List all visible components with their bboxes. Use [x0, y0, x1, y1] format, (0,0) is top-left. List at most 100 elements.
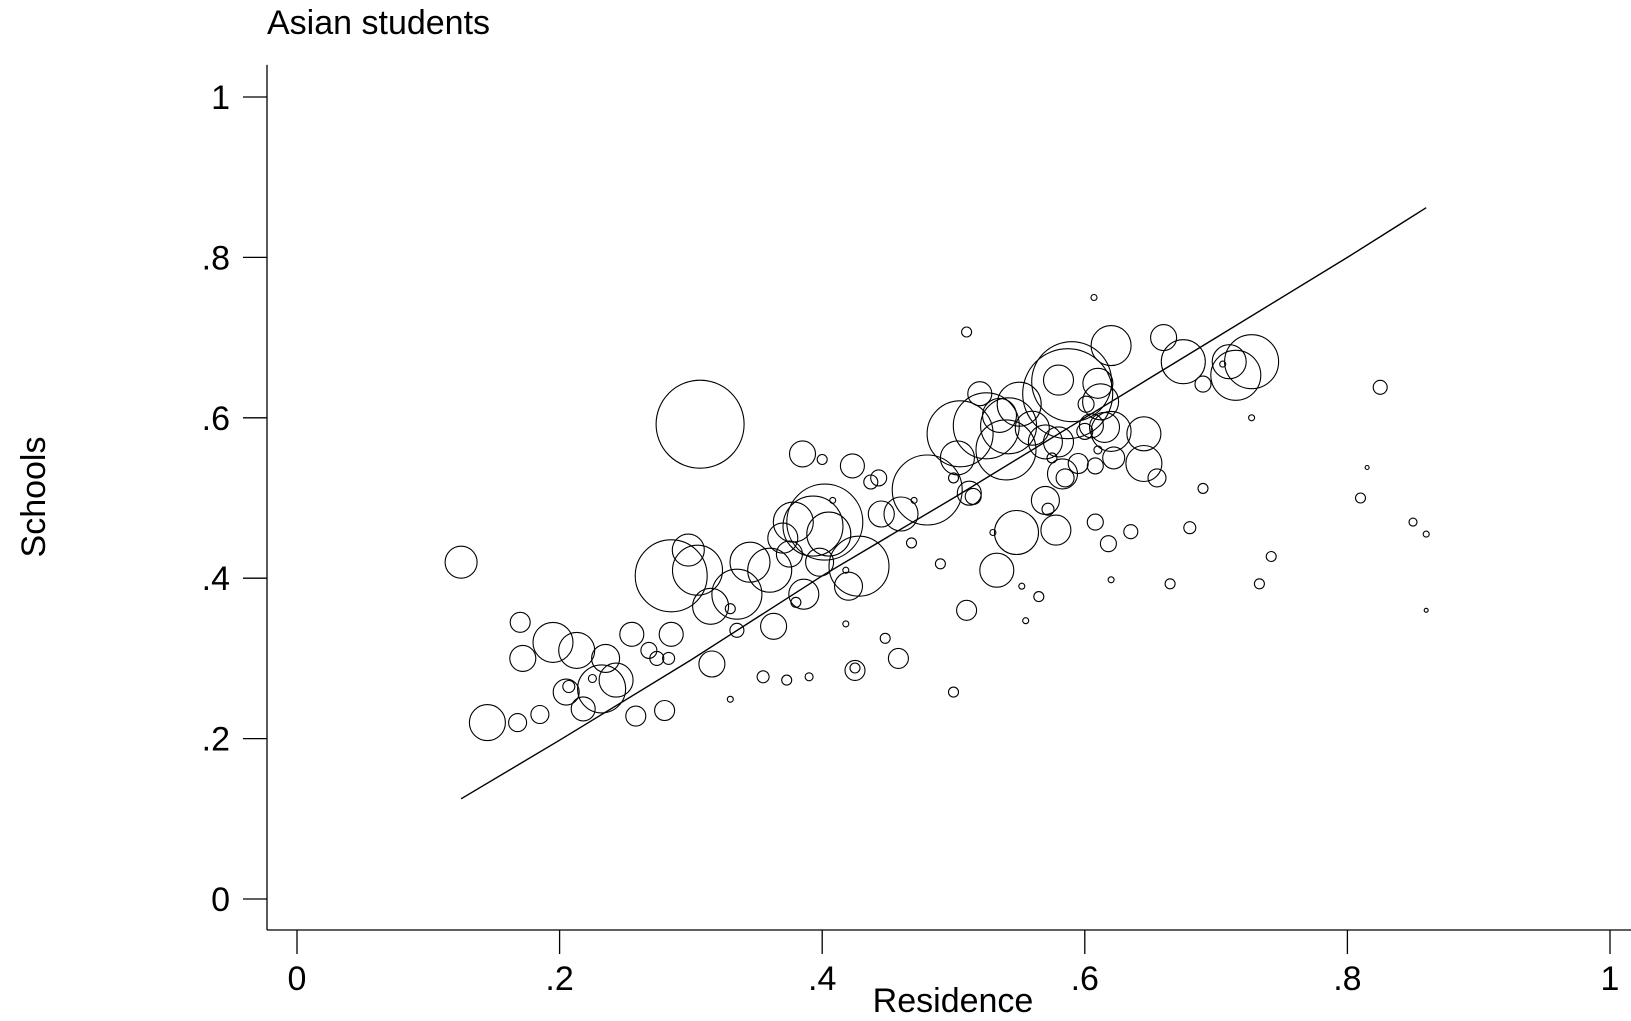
data-point: [790, 596, 802, 608]
data-point: [1086, 513, 1104, 531]
data-point: [1086, 457, 1104, 475]
data-point: [887, 647, 909, 669]
data-point: [829, 496, 837, 504]
data-point: [1042, 426, 1075, 458]
data-point: [1090, 293, 1098, 302]
data-point: [726, 695, 734, 703]
data-point: [1150, 324, 1178, 352]
data-point: [671, 544, 724, 596]
data-point: [649, 650, 665, 666]
x-tick-label: 1: [1601, 960, 1620, 998]
x-tick-label: 0: [288, 960, 307, 998]
data-point: [1253, 578, 1265, 590]
data-point: [1041, 502, 1055, 516]
data-point: [1099, 535, 1117, 553]
y-tick-label: .6: [202, 400, 230, 438]
data-point: [508, 713, 528, 733]
data-point: [947, 686, 960, 698]
data-point: [1042, 364, 1075, 396]
data-point: [788, 440, 817, 468]
data-point: [711, 568, 763, 620]
data-point: [772, 501, 814, 543]
data-point: [1067, 452, 1089, 475]
data-point: [996, 381, 1042, 427]
data-point: [509, 611, 531, 633]
points-group: [444, 293, 1430, 742]
x-tick-label: .4: [808, 960, 836, 998]
data-point: [806, 511, 852, 557]
data-point: [1197, 482, 1209, 494]
data-point: [1022, 617, 1030, 625]
data-point: [1022, 348, 1114, 440]
data-point: [964, 487, 982, 505]
data-point: [1354, 492, 1367, 504]
data-point: [1031, 341, 1113, 423]
data-point: [552, 678, 580, 706]
data-point: [562, 679, 576, 694]
data-point: [842, 566, 850, 574]
x-tick-label: .8: [1333, 960, 1361, 998]
data-point: [1210, 349, 1262, 401]
data-point: [587, 673, 597, 684]
data-point: [782, 495, 844, 557]
data-point: [879, 632, 891, 644]
data-point: [654, 699, 676, 722]
y-tick-label: .2: [202, 721, 230, 759]
data-point: [468, 704, 506, 742]
data-point: [816, 453, 828, 466]
data-point: [867, 500, 895, 528]
data-point: [1372, 379, 1388, 395]
y-tick-label: 1: [211, 79, 230, 117]
data-point: [926, 400, 994, 468]
data-point: [1194, 375, 1212, 393]
chart-title: Asian students: [267, 4, 491, 42]
data-point: [979, 552, 1015, 588]
data-point: [842, 620, 850, 628]
data-point: [1224, 334, 1280, 390]
data-point: [805, 547, 835, 577]
data-point: [729, 541, 771, 583]
data-point: [558, 631, 596, 669]
data-point: [530, 704, 550, 725]
data-point: [1077, 395, 1095, 413]
data-point: [640, 641, 658, 659]
data-point: [577, 664, 627, 714]
data-point: [939, 440, 975, 476]
data-point: [870, 469, 888, 487]
y-tick-label: .8: [202, 239, 230, 277]
data-point: [1030, 485, 1060, 515]
data-point: [1211, 344, 1247, 380]
data-point: [1125, 444, 1163, 483]
data-point: [786, 483, 864, 561]
data-point: [1082, 383, 1120, 421]
data-point: [993, 509, 1040, 556]
y-tick-label: 0: [211, 881, 230, 919]
data-point: [747, 547, 793, 593]
data-point: [1422, 530, 1430, 538]
data-point: [1408, 517, 1418, 527]
data-point: [625, 705, 647, 727]
data-point: [1126, 416, 1162, 452]
data-point: [591, 643, 621, 673]
data-point: [975, 419, 1037, 481]
data-point: [828, 535, 890, 597]
data-point: [1040, 514, 1072, 546]
x-axis-label: Residence: [873, 982, 1034, 1020]
data-point: [891, 454, 963, 526]
data-point: [956, 480, 982, 506]
data-point: [692, 587, 730, 625]
data-point: [724, 603, 736, 615]
data-point: [698, 650, 726, 678]
data-point: [1160, 339, 1206, 385]
data-point: [655, 379, 745, 469]
x-tick-label: .6: [1071, 960, 1099, 998]
data-point: [509, 644, 537, 672]
data-point: [760, 612, 788, 640]
data-point: [662, 651, 676, 665]
data-point: [1076, 422, 1094, 440]
data-point: [1147, 468, 1167, 488]
fit-line: [460, 207, 1427, 800]
data-point: [1033, 591, 1045, 603]
data-point: [570, 696, 596, 722]
